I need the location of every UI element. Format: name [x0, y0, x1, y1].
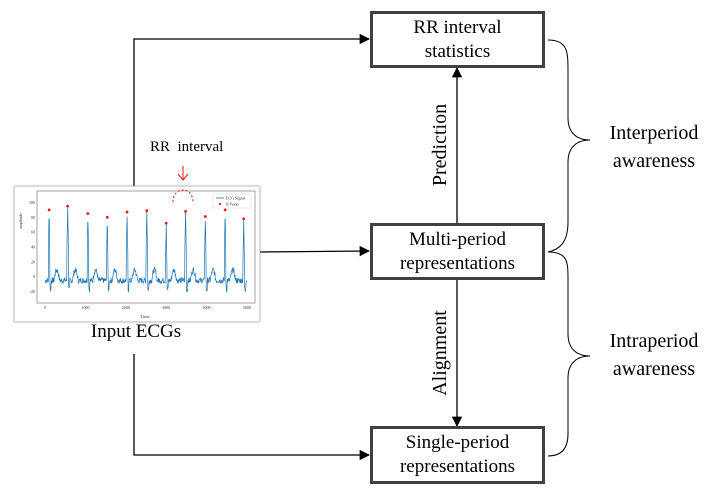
- ecg-legend: ECG Signal R Peaks: [212, 193, 252, 209]
- ecg-y-tick-label: 60: [31, 230, 35, 235]
- ecg-to-rr-stats-arrow: [133, 33, 371, 188]
- r-peak-marker: [66, 204, 70, 208]
- alignment-label: Alignment: [429, 310, 451, 396]
- single-period-representations-box: Single-period representations: [370, 426, 545, 484]
- ecg-y-tick-label: 80: [31, 215, 35, 220]
- ecg-y-tick-label: 40: [31, 245, 35, 250]
- intraperiod-brace: [547, 251, 591, 457]
- r-peak-marker: [125, 210, 129, 214]
- interperiod-brace: [547, 39, 591, 253]
- interperiod-awareness-label: Interperiod awareness: [609, 122, 699, 172]
- r-peak-marker: [203, 215, 207, 218]
- r-peak-marker: [223, 208, 227, 212]
- ecg-x-tick-label: 4000: [203, 305, 211, 310]
- intraperiod-awareness-label: Intraperiod awareness: [609, 330, 699, 380]
- r-peak-marker: [242, 217, 246, 221]
- r-peak-marker: [145, 209, 149, 212]
- legend-peaks-label: R Peaks: [226, 202, 239, 207]
- ecg-plot-thumbnail: amplitude Time 100 80 60 40 20 0 -20 0 1000 2000…: [14, 186, 260, 322]
- prediction-label: Prediction: [429, 103, 451, 187]
- legend-signal-label: ECG Signal: [226, 196, 246, 201]
- ecg-x-tick-label: 0: [44, 305, 46, 310]
- ecg-x-tick-label: 3000: [162, 305, 170, 310]
- r-peak-marker: [164, 221, 168, 225]
- r-peak-marker: [105, 215, 109, 219]
- ecg-to-multi-period-arrow: [257, 245, 371, 257]
- r-peak-marker: [47, 208, 51, 212]
- r-peak-marker: [184, 209, 187, 213]
- ecg-y-tick-label: 20: [31, 259, 35, 264]
- ecg-x-axis-title: Time: [140, 314, 149, 319]
- ecg-signal-line: [44, 206, 248, 294]
- ecg-y-axis-title: amplitude: [18, 213, 23, 229]
- ecg-x-tick-label: 2000: [122, 305, 130, 310]
- ecg-y-tick-label: 100: [29, 200, 35, 205]
- rr-interval-statistics-box: RR interval statistics: [370, 11, 545, 68]
- ecg-y-tick-label: -20: [30, 289, 35, 294]
- legend-peak-swatch: [218, 202, 222, 206]
- ecg-x-tick-label: 5000: [243, 305, 251, 310]
- rr-interval-annotation: RR interval: [150, 139, 224, 155]
- ecg-to-single-period-arrow: [133, 354, 371, 461]
- multi-period-representations-box: Multi-period representations: [370, 223, 545, 280]
- ecg-y-tick-label: 0: [33, 274, 35, 279]
- ecg-x-tick-label: 1000: [81, 305, 89, 310]
- r-peak-marker: [86, 212, 90, 215]
- ecg-plot: amplitude Time 100 80 60 40 20 0 -20 0 1000 2000…: [18, 190, 256, 319]
- input-ecgs-caption: Input ECGs: [90, 321, 182, 342]
